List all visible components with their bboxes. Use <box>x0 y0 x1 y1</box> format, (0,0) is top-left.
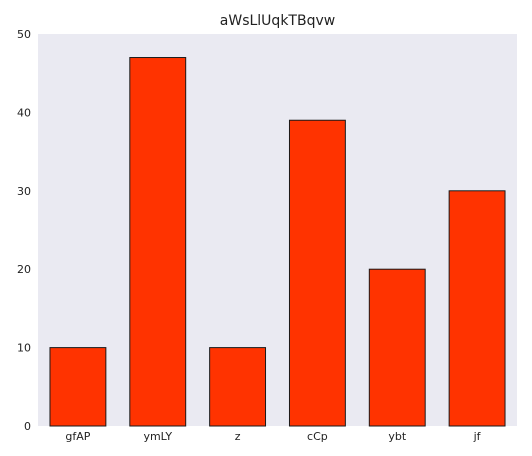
x-axis-ticks: gfAP ymLY z cCp ybt jf <box>65 430 481 443</box>
bar-z <box>209 347 267 427</box>
x-tick-label: gfAP <box>65 430 90 443</box>
x-tick-label: z <box>235 430 241 443</box>
y-tick-label: 50 <box>17 28 31 41</box>
y-axis-ticks: 0 10 20 30 40 50 <box>17 28 31 433</box>
bar-cCp <box>288 119 346 427</box>
y-tick-label: 40 <box>17 106 31 119</box>
chart-title: aWsLlUqkTBqvw <box>220 13 335 29</box>
x-tick-label: ymLY <box>143 430 172 443</box>
y-tick-label: 20 <box>17 263 31 276</box>
y-tick-label: 0 <box>24 420 31 433</box>
x-tick-label: jf <box>473 430 482 443</box>
y-tick-label: 30 <box>17 185 31 198</box>
bar-ymLY <box>129 57 187 427</box>
x-tick-label: ybt <box>388 430 406 443</box>
plot-area <box>38 34 517 426</box>
bar-gfAP <box>49 347 107 427</box>
x-tick-label: cCp <box>307 430 328 443</box>
bar-jf <box>448 190 506 427</box>
bar-ybt <box>368 268 426 427</box>
bars-group <box>49 57 506 427</box>
y-tick-label: 10 <box>17 342 31 355</box>
